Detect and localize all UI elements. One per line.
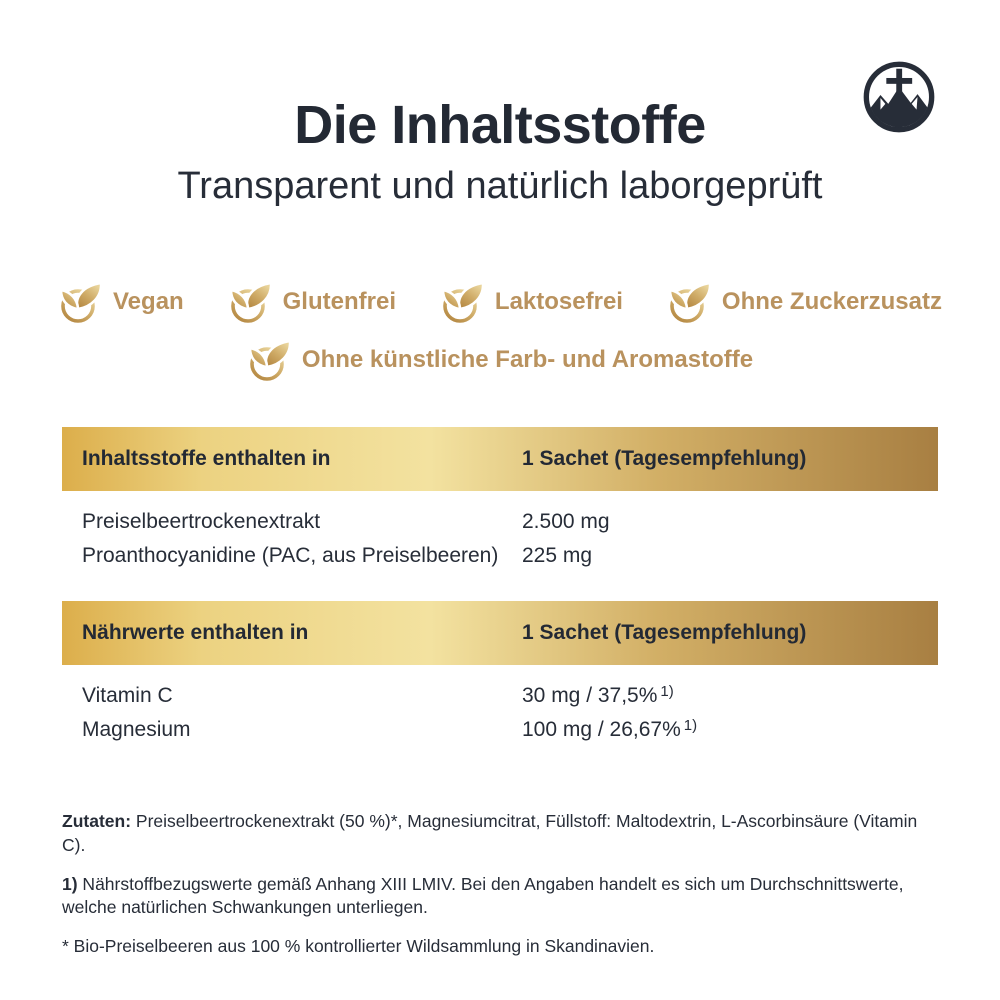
row-name: Magnesium [82,718,191,742]
gold-leaf-circle-icon [441,281,485,323]
footnote-ref: 1) [660,682,674,700]
row-name: Vitamin C [82,683,173,707]
row-name: Preiselbeertrockenextrakt [82,510,321,534]
row-value: 225 mg [522,544,593,568]
mountain-summit-cross-logo-icon [860,58,938,136]
gold-leaf-circle-icon [248,339,292,381]
column-header-sachet: 1 Sachet (Tagesempfehlung) [522,620,807,644]
badge-vegan: Vegan [58,279,184,325]
badge-ohne-zuckerzusatz: Ohne Zuckerzusatz [667,279,942,325]
nutrition-table-rows: Vitamin C 30 mg / 37,5% 1) Magnesium 100 … [62,665,938,745]
badge-laktosefrei: Laktosefrei [440,279,623,325]
gold-leaf-circle-icon [668,281,712,323]
column-header-ingredients: Inhaltsstoffe enthalten in [82,447,331,471]
row-value: 30 mg / 37,5% 1) [522,682,674,707]
gold-leaf-circle-icon [228,281,273,323]
footnote-zutaten: Zutaten: Preiselbeertrockenextrakt (50 %… [62,811,918,856]
nutrition-table: Nährwerte enthalten in 1 Sachet (Tagesem… [62,600,938,745]
footnote-ref: 1) [683,717,698,735]
badge-label: Vegan [113,288,184,316]
gold-leaf-circle-icon [59,281,103,323]
claims-row-1: Vegan Glutenfrei Laktosefrei Ohne Zucker… [58,279,942,325]
footnote-lmiv: 1) Nährstoffbezugswerte gemäß Anhang XII… [62,873,904,918]
ingredients-table-rows: Preiselbeertrockenextrakt 2.500 mg Proan… [62,491,938,571]
badge-glutenfrei: Glutenfrei [228,279,396,325]
badge-label: Glutenfrei [282,288,396,316]
nutrition-table-header: Nährwerte enthalten in 1 Sachet (Tagesem… [62,600,938,665]
badge-label: Laktosefrei [494,288,623,316]
column-header-sachet: 1 Sachet (Tagesempfehlung) [522,447,807,471]
badge-label: Ohne Zuckerzusatz [721,288,942,316]
page-title: Die Inhaltsstoffe [294,95,706,155]
row-name: Proanthocyanidine (PAC, aus Preiselbeere… [82,544,499,568]
row-value: 100 mg / 26,67% 1) [522,717,698,742]
ingredients-table: Inhaltsstoffe enthalten in 1 Sachet (Tag… [62,427,938,571]
page-subtitle: Transparent und natürlich laborgeprüft [177,165,823,208]
row-value: 2.500 mg [522,510,610,534]
badge-ohne-farb-und-aromastoffe: Ohne künstliche Farb- und Aromastoffe [247,337,753,383]
column-header-nutrients: Nährwerte enthalten in [82,620,309,644]
footnotes: Zutaten: Preiselbeertrockenextrakt (50 %… [62,810,938,958]
claims-row-2: Ohne künstliche Farb- und Aromastoffe [0,337,1000,383]
footnote-bio: * Bio-Preiselbeeren aus 100 % kontrollie… [62,935,655,956]
ingredients-table-header: Inhaltsstoffe enthalten in 1 Sachet (Tag… [62,427,938,492]
badge-label: Ohne künstliche Farb- und Aromastoffe [301,346,754,374]
